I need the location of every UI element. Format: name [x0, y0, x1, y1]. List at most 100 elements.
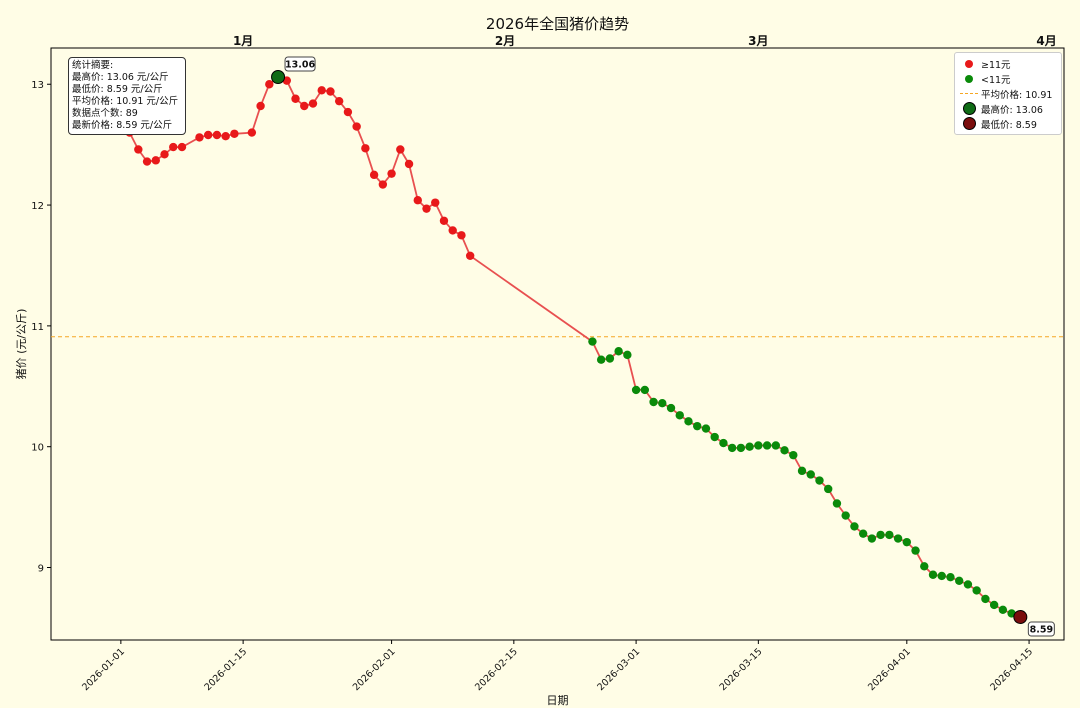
data-point-high — [431, 198, 440, 207]
data-point-high — [265, 80, 274, 89]
data-point-high — [247, 128, 257, 137]
summary-line: 数据点个数: 89 — [72, 108, 138, 119]
data-point-low — [946, 572, 955, 582]
data-point-high — [413, 196, 422, 205]
legend-label: 最高价: 13.06 — [981, 104, 1043, 116]
data-point-low — [649, 397, 658, 407]
data-point-low — [911, 546, 920, 555]
x-tick-label: 2026-01-01 — [80, 646, 127, 693]
data-point-low — [596, 355, 606, 364]
legend-label: ≥11元 — [981, 59, 1011, 71]
data-point-low — [797, 466, 807, 476]
x-tick-label: 2026-04-15 — [988, 646, 1035, 693]
data-point-high — [300, 101, 309, 111]
data-point-low — [684, 417, 693, 426]
legend-label: 最低价: 8.59 — [981, 119, 1037, 131]
min-label: 8.59 — [1030, 625, 1053, 636]
data-point-low — [719, 438, 728, 448]
x-axis-label: 日期 — [547, 694, 569, 707]
data-point-low — [806, 470, 815, 479]
data-point-low — [955, 576, 964, 585]
data-point-low — [623, 350, 632, 360]
legend-dashed-line-icon — [960, 93, 978, 94]
legend-item-average: 平均价格: 10.91 — [957, 86, 1059, 101]
data-point-high — [212, 130, 222, 140]
y-tick-label: 10 — [31, 443, 44, 454]
data-point-high — [457, 231, 466, 240]
data-point-low — [920, 562, 929, 571]
data-point-high — [142, 157, 152, 166]
data-point-high — [396, 145, 405, 154]
max-label: 13.06 — [285, 59, 315, 70]
month-label: 4月 — [1036, 34, 1056, 48]
data-point-high — [195, 133, 204, 142]
data-point-high — [160, 150, 169, 159]
plot-frame — [50, 47, 1065, 641]
data-point-high — [422, 204, 431, 213]
data-point-high — [326, 87, 335, 96]
legend-label: <11元 — [981, 74, 1011, 86]
data-point-low — [841, 511, 850, 520]
data-point-high — [203, 130, 213, 140]
data-point-low — [937, 571, 946, 581]
month-label: 2月 — [495, 34, 515, 48]
x-tick-label: 2026-04-01 — [866, 646, 913, 693]
x-tick-label: 2026-03-01 — [595, 646, 642, 693]
data-point-high — [334, 96, 344, 106]
data-point-high — [369, 170, 379, 180]
data-point-low — [963, 580, 973, 589]
legend-label: 平均价格: 10.91 — [981, 89, 1053, 101]
data-point-low — [710, 432, 719, 442]
y-tick-label: 11 — [31, 322, 44, 333]
legend-min-marker-icon — [962, 117, 976, 130]
data-point-high — [378, 180, 388, 189]
data-point-low — [989, 600, 999, 610]
data-point-low — [876, 530, 885, 540]
y-tick-label: 9 — [38, 564, 44, 575]
x-tick-label: 2026-03-15 — [718, 646, 765, 693]
data-point-high — [177, 142, 187, 152]
y-axis-label: 猪价 (元/公斤) — [15, 309, 28, 380]
data-point-high — [134, 145, 143, 154]
data-point-low — [614, 347, 623, 356]
data-point-high — [387, 169, 396, 178]
x-tick-label: 2026-02-01 — [351, 646, 398, 693]
data-point-high — [465, 251, 475, 261]
data-point-low — [605, 354, 615, 363]
x-tick-label: 2026-02-15 — [473, 646, 520, 693]
data-point-low — [727, 443, 737, 453]
data-point-high — [169, 142, 178, 152]
min-marker — [1013, 610, 1028, 625]
legend-green-dot-icon — [965, 74, 973, 83]
month-label: 3月 — [748, 34, 768, 48]
legend-item-low: <11元 — [957, 71, 1059, 86]
data-point-high — [221, 131, 230, 141]
data-point-high — [448, 226, 457, 235]
legend-max-marker-icon — [962, 102, 976, 115]
summary-line: 最高价: 13.06 元/公斤 — [72, 72, 169, 83]
data-point-low — [745, 442, 754, 451]
max-label-box — [284, 56, 316, 72]
data-point-low — [762, 441, 772, 450]
data-point-low — [588, 337, 597, 346]
legend-item-high: ≥11元 — [957, 56, 1059, 71]
data-point-low — [850, 522, 859, 531]
data-point-low — [693, 421, 702, 431]
y-tick-label: 12 — [31, 201, 44, 212]
data-point-low — [666, 403, 676, 413]
month-label: 1月 — [233, 34, 253, 48]
data-point-low — [815, 476, 824, 485]
data-point-low — [780, 446, 789, 455]
legend-item-max: 最高价: 13.06 — [957, 101, 1059, 116]
data-point-high — [343, 107, 353, 117]
data-point-low — [675, 411, 684, 420]
data-point-low — [885, 530, 894, 540]
summary-line: 平均价格: 10.91 元/公斤 — [72, 96, 179, 107]
data-point-high — [291, 94, 300, 103]
max-marker — [271, 69, 286, 84]
data-point-high — [317, 86, 326, 95]
data-point-high — [308, 99, 318, 108]
min-label-box — [1027, 621, 1055, 637]
data-point-low — [789, 450, 798, 460]
